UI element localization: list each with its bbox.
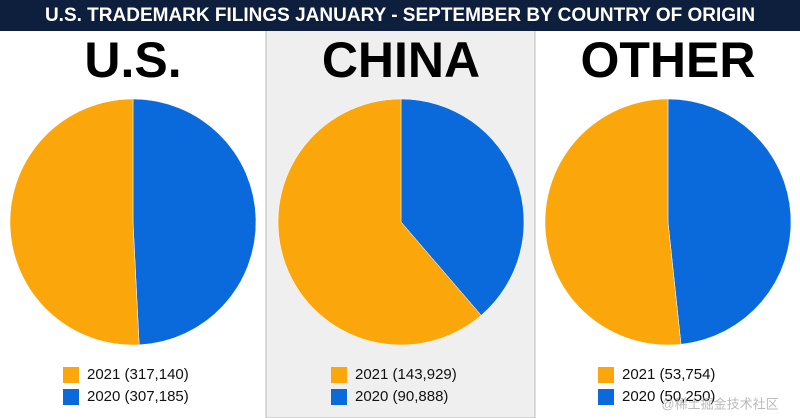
- legend-label: 2020 (50,250): [622, 388, 715, 405]
- legend-label: 2021 (317,140): [87, 366, 189, 383]
- legend-label: 2021 (143,929): [355, 366, 457, 383]
- pie-slice: [667, 98, 792, 345]
- legend-label: 2020 (90,888): [355, 388, 448, 405]
- legend-label: 2021 (53,754): [622, 366, 715, 383]
- panel-title: CHINA: [322, 32, 480, 88]
- pie-slice: [277, 98, 482, 346]
- title-bar: [0, 0, 800, 31]
- legend-swatch: [331, 389, 347, 405]
- pie-slice: [544, 98, 682, 346]
- panel-title: U.S.: [84, 32, 181, 88]
- legend-label: 2020 (307,185): [87, 388, 189, 405]
- legend-swatch: [598, 367, 614, 383]
- pie-slice: [132, 98, 257, 346]
- chart-title: U.S. TRADEMARK FILINGS JANUARY - SEPTEMB…: [45, 5, 755, 26]
- legend-swatch: [63, 389, 79, 405]
- legend-swatch: [63, 367, 79, 383]
- pie-slice: [400, 98, 525, 316]
- watermark: @稀土掘金技术社区: [661, 396, 778, 411]
- panel-title: OTHER: [581, 32, 756, 88]
- legend-swatch: [331, 367, 347, 383]
- pie-slice: [9, 98, 140, 346]
- legend-swatch: [598, 389, 614, 405]
